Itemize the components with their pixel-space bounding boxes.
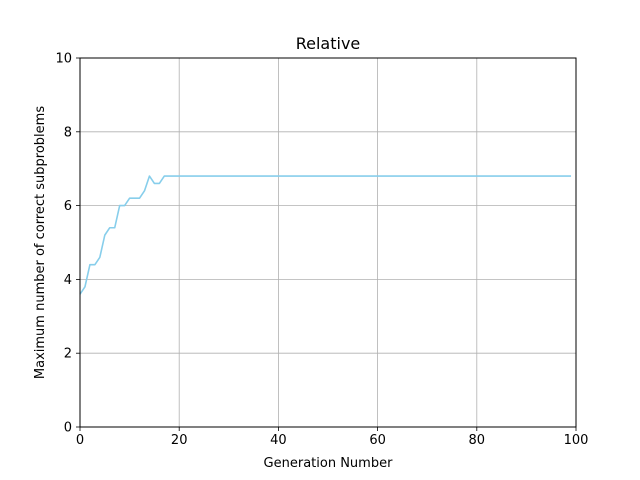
y-tick-label: 8 (64, 125, 72, 140)
y-tick-label: 0 (64, 421, 72, 436)
series-line (79, 175, 572, 295)
x-tick-label: 0 (76, 433, 84, 448)
y-axis-label: Maximum number of correct subproblems (33, 106, 48, 379)
y-tick-label: 2 (64, 347, 72, 362)
chart-title: Relative (296, 34, 361, 53)
y-tick-label: 4 (64, 273, 72, 288)
x-tick-label: 80 (469, 433, 486, 448)
x-axis: 0 20 40 60 80 100 (76, 427, 589, 448)
x-tick-label: 60 (369, 433, 386, 448)
x-axis-label: Generation Number (264, 456, 394, 471)
x-tick-label: 40 (270, 433, 287, 448)
series-layer (79, 175, 572, 295)
x-tick-label: 100 (564, 433, 589, 448)
y-axis: 0 2 4 6 8 10 (55, 52, 80, 436)
y-tick-label: 6 (64, 199, 72, 214)
y-tick-label: 10 (55, 52, 72, 67)
plot-frame (79, 57, 577, 428)
x-tick-label: 20 (171, 433, 188, 448)
